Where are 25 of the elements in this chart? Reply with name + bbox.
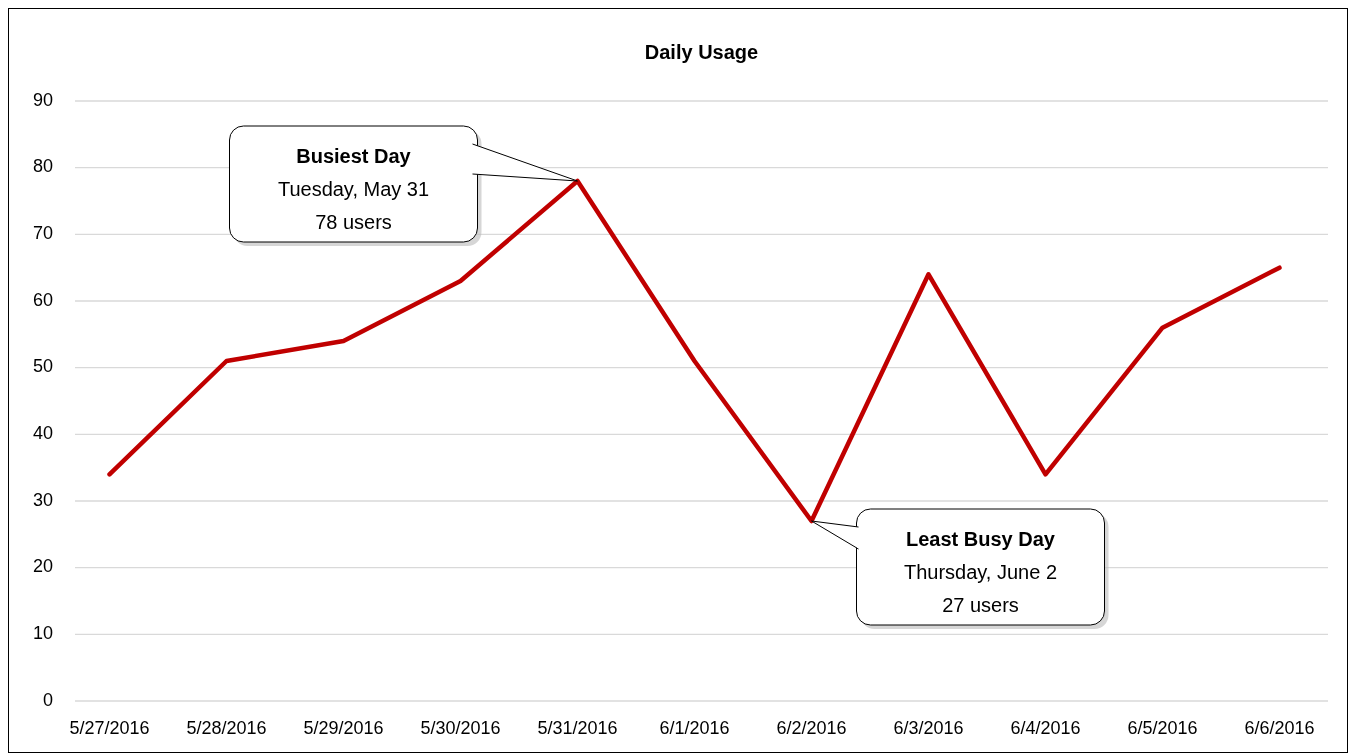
y-tick-label: 30 xyxy=(32,489,53,510)
y-tick-label: 10 xyxy=(32,623,53,644)
y-tick-label: 70 xyxy=(32,223,53,244)
x-tick-label: 6/2/2016 xyxy=(776,717,847,738)
x-tick-label: 6/5/2016 xyxy=(1127,717,1198,738)
x-tick-label: 5/30/2016 xyxy=(420,717,501,738)
y-tick-label: 40 xyxy=(32,423,53,444)
line-series xyxy=(107,178,1282,524)
x-tick-label: 5/29/2016 xyxy=(303,717,384,738)
x-tick-label: 6/3/2016 xyxy=(893,717,964,738)
y-tick-label: 0 xyxy=(42,689,53,710)
x-tick-label: 5/31/2016 xyxy=(537,717,618,738)
x-tick-label: 5/28/2016 xyxy=(186,717,267,738)
x-tick-label: 6/1/2016 xyxy=(659,717,730,738)
chart-title: Daily Usage xyxy=(644,41,759,64)
annotation: Busiest Day Tuesday, May 31 78 users xyxy=(277,145,430,234)
x-tick-label: 6/6/2016 xyxy=(1244,717,1315,738)
x-tick-label: 5/27/2016 xyxy=(69,717,150,738)
annotation: Least Busy Day Thursday, June 2 27 users xyxy=(903,528,1058,617)
y-tick-label: 50 xyxy=(32,356,53,377)
y-tick-label: 20 xyxy=(32,556,53,577)
y-tick-label: 80 xyxy=(32,156,53,177)
y-tick-label: 90 xyxy=(32,89,53,110)
y-tick-label: 60 xyxy=(32,289,53,310)
x-tick-label: 6/4/2016 xyxy=(1010,717,1081,738)
